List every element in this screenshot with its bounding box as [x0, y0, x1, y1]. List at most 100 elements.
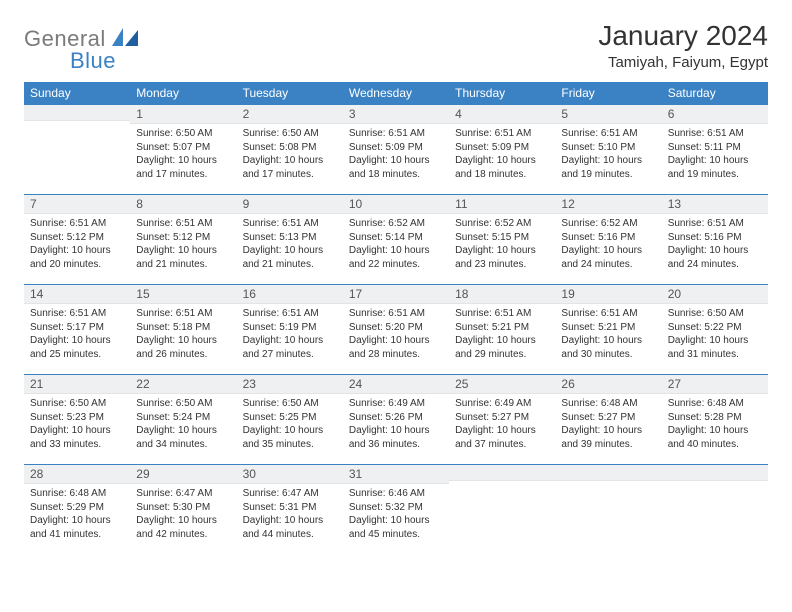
daylight-line: Daylight: 10 hours and 17 minutes. [243, 155, 324, 180]
sunrise-line: Sunrise: 6:50 AM [136, 398, 212, 409]
calendar-cell: 21Sunrise: 6:50 AMSunset: 5:23 PMDayligh… [24, 375, 130, 465]
day-details: Sunrise: 6:50 AMSunset: 5:23 PMDaylight:… [24, 394, 130, 457]
calendar-cell: 20Sunrise: 6:50 AMSunset: 5:22 PMDayligh… [662, 285, 768, 375]
daylight-line: Daylight: 10 hours and 45 minutes. [349, 515, 430, 540]
sunrise-line: Sunrise: 6:52 AM [349, 218, 425, 229]
calendar-cell: 23Sunrise: 6:50 AMSunset: 5:25 PMDayligh… [237, 375, 343, 465]
day-details: Sunrise: 6:51 AMSunset: 5:09 PMDaylight:… [449, 124, 555, 187]
day-details: Sunrise: 6:51 AMSunset: 5:16 PMDaylight:… [662, 214, 768, 277]
daylight-line: Daylight: 10 hours and 21 minutes. [136, 245, 217, 270]
calendar-cell [449, 465, 555, 555]
daylight-line: Daylight: 10 hours and 44 minutes. [243, 515, 324, 540]
day-number: 27 [662, 375, 768, 394]
sunrise-line: Sunrise: 6:51 AM [349, 308, 425, 319]
day-number: 4 [449, 105, 555, 124]
sunset-line: Sunset: 5:30 PM [136, 502, 210, 513]
sunrise-line: Sunrise: 6:52 AM [561, 218, 637, 229]
logo-text-blue: Blue [70, 48, 116, 74]
daylight-line: Daylight: 10 hours and 18 minutes. [349, 155, 430, 180]
day-number: 29 [130, 465, 236, 484]
logo-sail-icon [112, 28, 138, 46]
calendar-body: 1Sunrise: 6:50 AMSunset: 5:07 PMDaylight… [24, 105, 768, 555]
day-details: Sunrise: 6:52 AMSunset: 5:15 PMDaylight:… [449, 214, 555, 277]
calendar-table: Sunday Monday Tuesday Wednesday Thursday… [24, 82, 768, 555]
daylight-line: Daylight: 10 hours and 42 minutes. [136, 515, 217, 540]
daylight-line: Daylight: 10 hours and 37 minutes. [455, 425, 536, 450]
sunrise-line: Sunrise: 6:51 AM [455, 128, 531, 139]
daylight-line: Daylight: 10 hours and 23 minutes. [455, 245, 536, 270]
day-details: Sunrise: 6:48 AMSunset: 5:29 PMDaylight:… [24, 484, 130, 547]
calendar-cell: 6Sunrise: 6:51 AMSunset: 5:11 PMDaylight… [662, 105, 768, 195]
calendar-week-row: 21Sunrise: 6:50 AMSunset: 5:23 PMDayligh… [24, 375, 768, 465]
sunset-line: Sunset: 5:27 PM [455, 412, 529, 423]
daylight-line: Daylight: 10 hours and 22 minutes. [349, 245, 430, 270]
sunset-line: Sunset: 5:16 PM [561, 232, 635, 243]
daylight-line: Daylight: 10 hours and 35 minutes. [243, 425, 324, 450]
day-details: Sunrise: 6:51 AM Sunset: 5:12 PM Daylight:… [130, 214, 236, 277]
calendar-cell: 3Sunrise: 6:51 AMSunset: 5:09 PMDaylight… [343, 105, 449, 195]
day-number: 22 [130, 375, 236, 394]
day-details: Sunrise: 6:47 AM Sunset: 5:30 PM Daylight:… [130, 484, 236, 547]
daylight-line: Daylight: 10 hours and 31 minutes. [668, 335, 749, 360]
calendar-cell: 8 Sunrise: 6:51 AM Sunset: 5:12 PM Daylight… [130, 195, 236, 285]
logo: General Blue [24, 26, 164, 72]
sunset-line: Sunset: 5:12 PM [30, 232, 104, 243]
sunrise-line: Sunrise: 6:47 AM [136, 488, 212, 499]
calendar-cell: 15Sunrise: 6:51 AMSunset: 5:18 PMDayligh… [130, 285, 236, 375]
sunrise-line: Sunrise: 6:51 AM [136, 218, 212, 229]
daylight-line: Daylight: 10 hours and 19 minutes. [668, 155, 749, 180]
calendar-week-row: 14Sunrise: 6:51 AMSunset: 5:17 PMDayligh… [24, 285, 768, 375]
sunrise-line: Sunrise: 6:51 AM [455, 308, 531, 319]
day-number: 8 [130, 195, 236, 214]
sunset-line: Sunset: 5:25 PM [243, 412, 317, 423]
sunrise-line: Sunrise: 6:50 AM [243, 398, 319, 409]
sunset-line: Sunset: 5:14 PM [349, 232, 423, 243]
location: Tamiyah, Faiyum, Egypt [598, 54, 768, 71]
daylight-line: Daylight: 10 hours and 36 minutes. [349, 425, 430, 450]
sunset-line: Sunset: 5:22 PM [668, 322, 742, 333]
calendar-cell: 27Sunrise: 6:48 AMSunset: 5:28 PMDayligh… [662, 375, 768, 465]
day-details: Sunrise: 6:51 AMSunset: 5:12 PMDaylight:… [24, 214, 130, 277]
daylight-line: Daylight: 10 hours and 28 minutes. [349, 335, 430, 360]
daylight-line: Daylight: 10 hours and 30 minutes. [561, 335, 642, 360]
calendar-cell: 19Sunrise: 6:51 AMSunset: 5:21 PMDayligh… [555, 285, 661, 375]
day-number: 13 [662, 195, 768, 214]
calendar-cell: 7Sunrise: 6:51 AMSunset: 5:12 PMDaylight… [24, 195, 130, 285]
weekday-header: Sunday [24, 82, 130, 105]
calendar-cell: 26Sunrise: 6:48 AMSunset: 5:27 PMDayligh… [555, 375, 661, 465]
day-details: Sunrise: 6:52 AMSunset: 5:16 PMDaylight:… [555, 214, 661, 277]
day-number: 17 [343, 285, 449, 304]
sunset-line: Sunset: 5:32 PM [349, 502, 423, 513]
calendar-cell: 18Sunrise: 6:51 AMSunset: 5:21 PMDayligh… [449, 285, 555, 375]
day-details: Sunrise: 6:50 AMSunset: 5:08 PMDaylight:… [237, 124, 343, 187]
day-number: 26 [555, 375, 661, 394]
daylight-line: Daylight: 10 hours and 21 minutes. [243, 245, 324, 270]
day-details: Sunrise: 6:51 AMSunset: 5:11 PMDaylight:… [662, 124, 768, 187]
calendar-cell: 30Sunrise: 6:47 AMSunset: 5:31 PMDayligh… [237, 465, 343, 555]
daylight-line: Daylight: 10 hours and 24 minutes. [668, 245, 749, 270]
day-number: 6 [662, 105, 768, 124]
calendar-cell: 16Sunrise: 6:51 AMSunset: 5:19 PMDayligh… [237, 285, 343, 375]
day-details: Sunrise: 6:51 AMSunset: 5:21 PMDaylight:… [555, 304, 661, 367]
sunrise-line: Sunrise: 6:51 AM [243, 308, 319, 319]
calendar-cell: 28Sunrise: 6:48 AMSunset: 5:29 PMDayligh… [24, 465, 130, 555]
weekday-header: Thursday [449, 82, 555, 105]
sunset-line: Sunset: 5:31 PM [243, 502, 317, 513]
daylight-line: Daylight: 10 hours and 25 minutes. [30, 335, 111, 360]
day-number: 31 [343, 465, 449, 484]
calendar-cell: 24Sunrise: 6:49 AMSunset: 5:26 PMDayligh… [343, 375, 449, 465]
day-number: 24 [343, 375, 449, 394]
day-number: 16 [237, 285, 343, 304]
sunset-line: Sunset: 5:13 PM [243, 232, 317, 243]
day-details: Sunrise: 6:51 AMSunset: 5:18 PMDaylight:… [130, 304, 236, 367]
day-details: Sunrise: 6:48 AMSunset: 5:27 PMDaylight:… [555, 394, 661, 457]
calendar-cell: 12Sunrise: 6:52 AMSunset: 5:16 PMDayligh… [555, 195, 661, 285]
sunset-line: Sunset: 5:12 PM [136, 232, 210, 243]
sunset-line: Sunset: 5:21 PM [455, 322, 529, 333]
calendar-cell: 13Sunrise: 6:51 AMSunset: 5:16 PMDayligh… [662, 195, 768, 285]
day-number: 20 [662, 285, 768, 304]
sunrise-line: Sunrise: 6:51 AM [30, 218, 106, 229]
calendar-cell: 25Sunrise: 6:49 AMSunset: 5:27 PMDayligh… [449, 375, 555, 465]
sunrise-line: Sunrise: 6:51 AM [349, 128, 425, 139]
weekday-header: Monday [130, 82, 236, 105]
